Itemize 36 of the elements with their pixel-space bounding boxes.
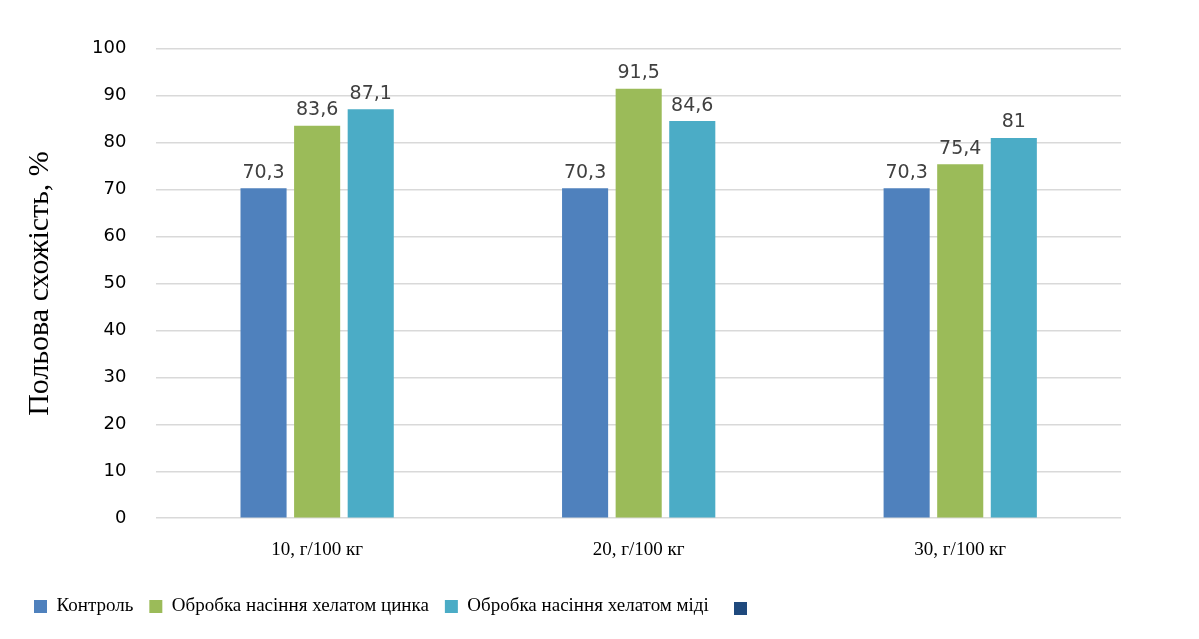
x-tick-label: 10, г/100 кг [271,537,364,559]
legend-label: Контроль [56,594,134,616]
data-label: 70,3 [563,159,607,182]
y-axis-title: Польова схожість, % [20,151,54,416]
y-tick-label: 70 [103,177,127,199]
x-tick-label: 20, г/100 кг [592,537,685,559]
data-label: 91,5 [617,60,660,83]
y-tick-label: 10 [103,458,127,480]
y-tick-label: 20 [103,411,127,433]
y-tick-label: 100 [92,36,127,58]
data-label: 84,6 [671,92,714,115]
data-label: 75,4 [939,135,982,158]
y-tick-label: 50 [103,271,127,293]
bar [562,188,609,518]
bar [883,188,930,518]
bar [615,88,662,518]
data-label: 70,3 [242,159,285,182]
data-label: 87,1 [349,80,392,103]
y-tick-label: 80 [103,130,127,152]
y-tick-label: 60 [103,224,127,246]
bar [294,125,341,518]
y-tick-label: 0 [114,505,127,527]
legend-label: Обробка насіння хелатом цинка [171,594,430,616]
data-label: 70,3 [885,159,928,182]
bar [990,137,1037,518]
legend-label: Обробка насіння хелатом міді [467,594,709,616]
y-tick-label: 30 [103,365,127,387]
bar [347,109,394,518]
data-label: 81 [1001,109,1026,132]
y-tick-label: 90 [103,83,127,105]
bar [669,121,716,518]
data-label: 83,6 [295,97,339,120]
x-tick-label: 30, г/100 кг [914,537,1007,559]
y-tick-label: 40 [103,318,127,340]
bar [240,188,287,518]
bar [937,164,984,518]
